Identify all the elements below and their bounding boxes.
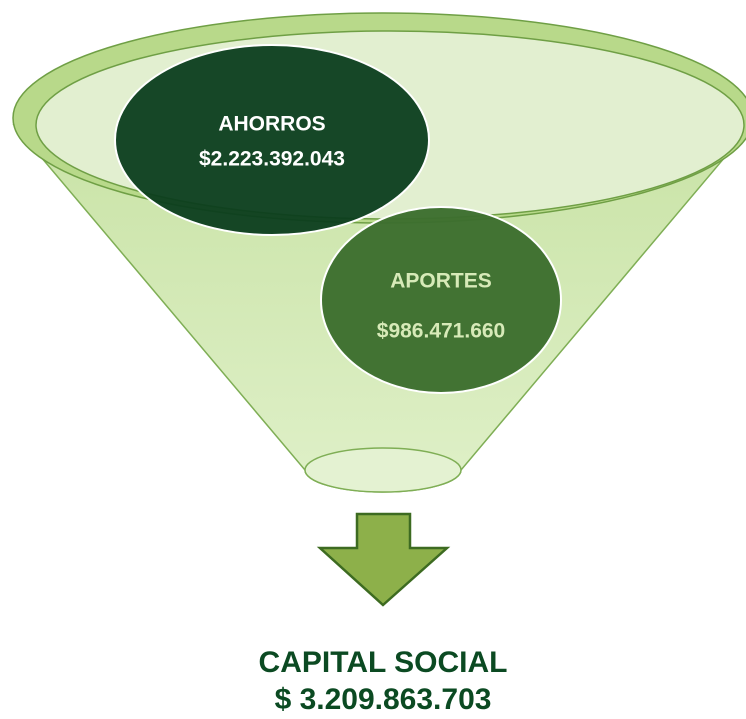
node-label: APORTES (390, 270, 492, 293)
ahorros-ellipse (114, 44, 430, 236)
funnel-bottom (304, 447, 462, 493)
down-arrow (316, 512, 451, 607)
node-value: $986.471.660 (377, 320, 505, 343)
result-label: CAPITAL SOCIAL (259, 646, 508, 679)
node-value: $2.223.392.043 (199, 148, 345, 171)
aportes-ellipse (320, 206, 562, 394)
result-value: $ 3.209.863.703 (275, 683, 492, 716)
node-label: AHORROS (218, 113, 325, 136)
